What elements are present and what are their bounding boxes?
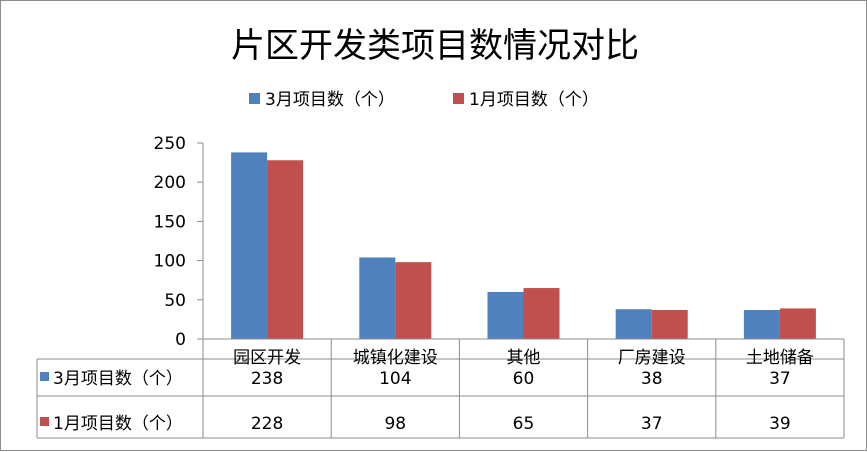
table-cell-1-4: 38	[641, 369, 663, 389]
bars	[231, 152, 816, 339]
category-label-4: 厂房建设	[618, 348, 686, 368]
legend-label-1: 3月项目数（个）	[265, 90, 395, 110]
table-cell-1-1: 238	[251, 369, 283, 389]
chart-title: 片区开发类项目数情况对比	[231, 26, 639, 66]
table-cell-2-5: 39	[769, 414, 791, 434]
y-tick-label-5: 250	[154, 134, 186, 154]
legend-swatch-2	[453, 93, 464, 104]
y-tick-label-4: 200	[154, 173, 186, 193]
category-label-1: 园区开发	[233, 348, 301, 368]
category-label-3: 其他	[507, 348, 541, 368]
table-cell-2-4: 37	[641, 414, 663, 434]
table-cell-2-3: 65	[513, 414, 535, 434]
bar-1-土地储备	[743, 309, 780, 339]
bar-1-其他	[487, 291, 524, 339]
y-tick-label-3: 150	[154, 212, 186, 232]
legend-swatch-1	[249, 93, 260, 104]
bar-2-厂房建设	[651, 309, 688, 339]
bar-2-园区开发	[267, 160, 304, 339]
table-cell-1-3: 60	[513, 369, 535, 389]
data-table: 园区开发 城镇化建设 其他 厂房建设 土地储备 3月项目数（个） 238 104 60 38 37 1…	[36, 338, 845, 439]
table-row-header-1: 3月项目数（个）	[53, 369, 183, 389]
table-cell-1-2: 104	[379, 369, 411, 389]
legend-label-2: 1月项目数（个）	[469, 90, 599, 110]
table-row-key-2	[40, 417, 49, 426]
table-row-key-1	[40, 372, 49, 381]
table-cell-2-1: 228	[251, 414, 283, 434]
bar-1-城镇化建设	[359, 257, 396, 339]
y-axis: 0 50 100 150 200 250	[154, 134, 204, 350]
y-tick-label-2: 100	[154, 252, 186, 272]
table-row-header-2: 1月项目数（个）	[53, 414, 183, 434]
y-tick-label-0: 0	[175, 330, 186, 350]
bar-1-厂房建设	[615, 309, 652, 339]
table-cell-1-5: 37	[769, 369, 791, 389]
legend: 3月项目数（个） 1月项目数（个）	[249, 90, 599, 110]
bar-2-其他	[523, 288, 560, 339]
category-label-2: 城镇化建设	[353, 348, 438, 368]
bar-1-园区开发	[231, 152, 268, 339]
bar-2-土地储备	[779, 308, 816, 339]
table-cell-2-2: 98	[384, 414, 406, 434]
category-label-5: 土地储备	[746, 348, 814, 368]
bar-2-城镇化建设	[395, 262, 432, 339]
y-tick-label-1: 50	[164, 291, 186, 311]
